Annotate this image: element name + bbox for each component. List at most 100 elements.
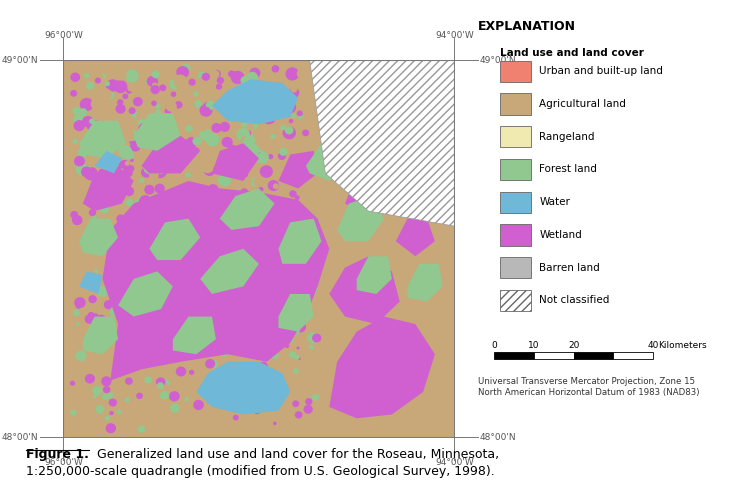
Circle shape [194, 100, 202, 108]
Circle shape [193, 91, 198, 97]
Circle shape [159, 127, 172, 140]
Text: Water: Water [539, 197, 570, 207]
Circle shape [203, 257, 212, 265]
Circle shape [145, 79, 152, 85]
Circle shape [85, 374, 95, 384]
Circle shape [299, 206, 305, 211]
Circle shape [270, 134, 276, 139]
Circle shape [80, 98, 94, 111]
FancyBboxPatch shape [499, 290, 531, 311]
Circle shape [252, 114, 257, 118]
Circle shape [76, 322, 80, 326]
Circle shape [169, 391, 180, 401]
Circle shape [206, 373, 218, 384]
Circle shape [219, 325, 227, 332]
Circle shape [109, 398, 117, 407]
FancyBboxPatch shape [499, 224, 531, 245]
Circle shape [142, 300, 150, 309]
Circle shape [202, 72, 210, 81]
Circle shape [307, 332, 319, 343]
Circle shape [233, 369, 242, 378]
Circle shape [203, 107, 211, 114]
Circle shape [130, 158, 134, 162]
Circle shape [136, 393, 143, 399]
Circle shape [301, 257, 305, 261]
Circle shape [263, 296, 269, 301]
Circle shape [177, 66, 189, 78]
Circle shape [174, 74, 187, 88]
Circle shape [139, 195, 152, 208]
Polygon shape [357, 256, 392, 294]
Circle shape [153, 165, 167, 178]
Polygon shape [79, 271, 102, 294]
Circle shape [124, 150, 134, 160]
Circle shape [184, 255, 190, 261]
Circle shape [225, 204, 229, 208]
Circle shape [115, 221, 125, 232]
Circle shape [132, 218, 136, 222]
Circle shape [235, 330, 239, 334]
Circle shape [278, 152, 286, 160]
Circle shape [189, 249, 199, 258]
Circle shape [164, 302, 169, 308]
Circle shape [209, 360, 218, 368]
Circle shape [84, 101, 90, 107]
Polygon shape [142, 136, 200, 173]
Circle shape [294, 355, 299, 360]
Circle shape [151, 100, 156, 106]
Circle shape [106, 423, 116, 433]
Circle shape [82, 116, 94, 128]
Circle shape [174, 101, 183, 109]
Circle shape [183, 150, 190, 158]
Circle shape [107, 106, 112, 112]
Circle shape [184, 146, 190, 152]
Circle shape [166, 381, 171, 385]
Circle shape [70, 72, 80, 82]
Circle shape [243, 296, 253, 306]
Circle shape [278, 67, 290, 78]
Circle shape [125, 199, 133, 206]
Circle shape [229, 369, 235, 374]
Text: 94°00'W: 94°00'W [435, 458, 474, 467]
Circle shape [271, 65, 279, 72]
Circle shape [241, 134, 256, 147]
Circle shape [291, 113, 297, 118]
Circle shape [85, 314, 95, 324]
Circle shape [81, 167, 92, 177]
Polygon shape [329, 316, 435, 418]
Circle shape [247, 120, 252, 125]
Circle shape [141, 167, 152, 178]
Circle shape [206, 151, 212, 156]
Circle shape [79, 108, 87, 116]
Circle shape [295, 285, 302, 292]
Bar [574, 352, 613, 359]
Circle shape [267, 272, 270, 276]
Circle shape [215, 65, 222, 72]
Circle shape [212, 70, 221, 78]
Circle shape [286, 291, 297, 302]
Circle shape [241, 188, 248, 196]
Circle shape [145, 68, 154, 77]
Polygon shape [408, 264, 443, 301]
Circle shape [138, 119, 146, 127]
Circle shape [187, 116, 192, 121]
Circle shape [194, 183, 200, 188]
Circle shape [160, 391, 169, 400]
Circle shape [179, 307, 184, 312]
Circle shape [305, 274, 309, 278]
Circle shape [246, 208, 251, 213]
Circle shape [253, 175, 266, 187]
Circle shape [235, 315, 247, 327]
Circle shape [147, 76, 158, 87]
Circle shape [165, 155, 177, 166]
Circle shape [104, 81, 110, 86]
Circle shape [137, 183, 148, 193]
Circle shape [274, 333, 282, 341]
Circle shape [133, 195, 142, 203]
Circle shape [273, 184, 279, 189]
Circle shape [250, 68, 260, 78]
Circle shape [212, 300, 224, 311]
Circle shape [156, 104, 161, 109]
Circle shape [241, 171, 248, 178]
Circle shape [279, 250, 290, 260]
